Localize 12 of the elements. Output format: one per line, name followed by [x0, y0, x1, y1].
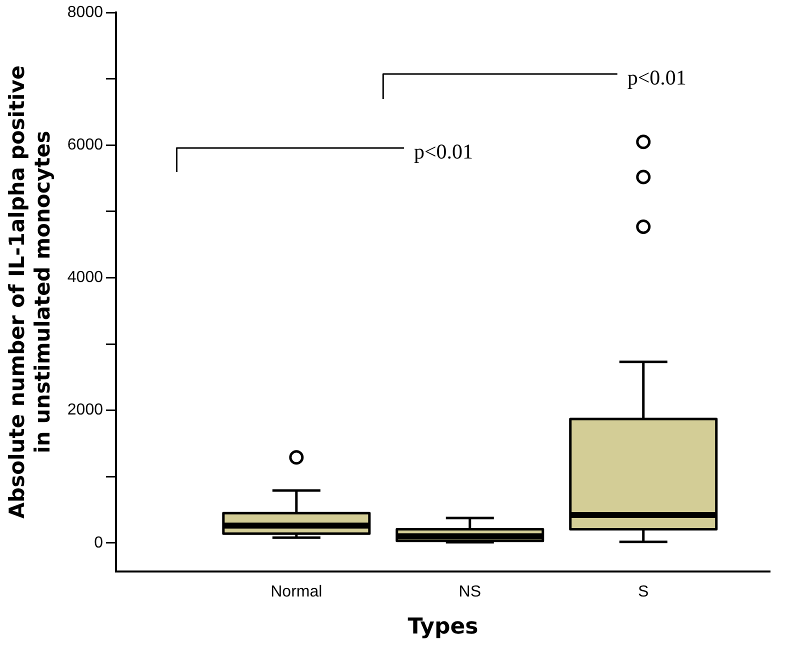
x-axis-title: Types: [408, 614, 478, 640]
annotation: p<0.01: [414, 140, 474, 164]
y-tick-label: 8000: [67, 4, 104, 22]
x-tick-label: NS: [458, 583, 482, 600]
y-tick-label: 4000: [67, 269, 104, 286]
annotation: p<0.01: [627, 66, 686, 90]
y-axis-title: Absolute number of IL-1alpha positive in unstimulated monocytes: [5, 65, 54, 519]
y-tick-label: 6000: [67, 136, 104, 154]
y-tick-label: 2000: [67, 402, 104, 419]
y-tick-label: 0: [94, 534, 104, 552]
x-tick-label: S: [638, 583, 649, 600]
x-tick-label: Normal: [270, 583, 322, 600]
